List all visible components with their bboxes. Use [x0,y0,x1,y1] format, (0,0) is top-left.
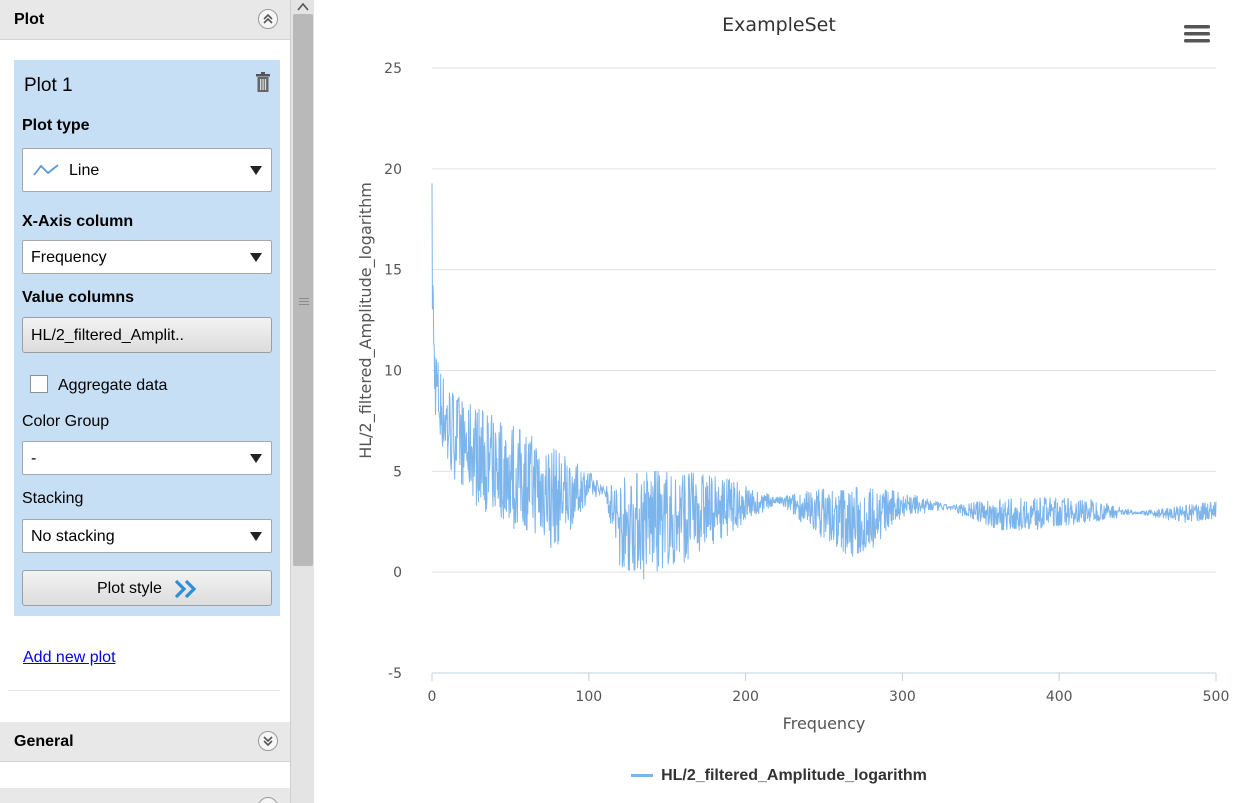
legend-label: HL/2_filtered_Amplitude_logarithm [661,767,927,784]
aggregate-checkbox[interactable] [30,375,48,393]
y-tick-label: 5 [393,464,402,480]
aggregate-label: Aggregate data [58,377,168,394]
y-tick-label: -5 [388,666,402,682]
x-tick-label: 200 [732,689,759,705]
chevron-down-icon [250,166,262,175]
y-tick-label: 0 [393,565,402,581]
color-group-label: Color Group [22,413,110,430]
line-chart-icon [33,163,59,182]
x-axis-select[interactable]: Frequency [22,240,272,274]
legend-swatch [631,774,654,778]
x-axis-value: Frequency [31,249,107,266]
chevron-down-icon [250,253,262,262]
expand-icon[interactable] [258,797,278,803]
y-axis-title: HL/2_filtered_Amplitude_logarithm [356,182,376,459]
plot-card: Plot 1 Plot type Line [14,60,280,616]
grip-icon [299,298,309,305]
expand-icon[interactable] [258,731,278,751]
x-tick-label: 300 [889,689,916,705]
x-tick-label: 100 [575,689,602,705]
plot-type-select[interactable]: Line [22,148,272,192]
y-tick-label: 25 [384,61,402,77]
x-tick-label: 400 [1046,689,1073,705]
add-new-plot-link[interactable]: Add new plot [23,649,116,666]
stacking-select[interactable]: No stacking [22,519,272,553]
x-tick-label: 0 [428,689,437,705]
chevron-down-icon [250,454,262,463]
general-section-title: General [14,733,74,750]
value-columns-label: Value columns [22,289,135,306]
y-tick-label: 20 [384,162,402,178]
menu-icon[interactable] [1184,24,1210,49]
trash-icon[interactable] [256,72,270,97]
plot-type-value: Line [69,162,100,179]
scrollbar-thumb[interactable] [293,14,313,566]
chevron-down-icon [250,532,262,541]
collapse-icon[interactable] [258,9,278,29]
scroll-up-icon[interactable] [296,0,310,18]
chart-area: ExampleSet -5 0 5 10 15 20 25 0 100 200 300 400 500 F… [314,0,1244,803]
series-line-0[interactable] [431,183,1217,580]
plot-type-label: Plot type [22,117,90,134]
value-columns-value: HL/2_filtered_Amplit.. [31,327,184,344]
color-group-select[interactable]: - [22,441,272,475]
plot-settings-panel: Plot Plot 1 Plot type [0,0,290,803]
stacking-label: Stacking [22,490,84,507]
next-section-header[interactable] [0,788,290,803]
y-tick-label: 10 [384,364,402,380]
general-section-header[interactable]: General [0,722,290,762]
chart-legend[interactable]: HL/2_filtered_Amplitude_logarithm [314,767,1244,785]
chart-title: ExampleSet [722,14,836,36]
stacking-value: No stacking [31,528,115,545]
plot-card-title: Plot 1 [24,75,73,96]
plot-section-header[interactable]: Plot [0,0,290,40]
panel-scrollbar[interactable] [290,0,314,803]
divider [8,690,280,691]
color-group-value: - [31,450,37,467]
line-chart: -5 0 5 10 15 20 25 0 100 200 300 400 500 Frequency HL/… [356,61,1230,733]
x-axis-title: Frequency [783,714,866,733]
plot-style-button[interactable]: Plot style [22,570,272,606]
x-axis-label: X-Axis column [22,213,134,230]
x-tick-label: 500 [1203,689,1230,705]
value-columns-button[interactable]: HL/2_filtered_Amplit.. [22,317,272,353]
plot-section-title: Plot [14,11,45,28]
y-tick-label: 15 [384,263,402,279]
plot-style-label: Plot style [97,580,162,597]
double-chevron-right-icon [174,579,200,604]
